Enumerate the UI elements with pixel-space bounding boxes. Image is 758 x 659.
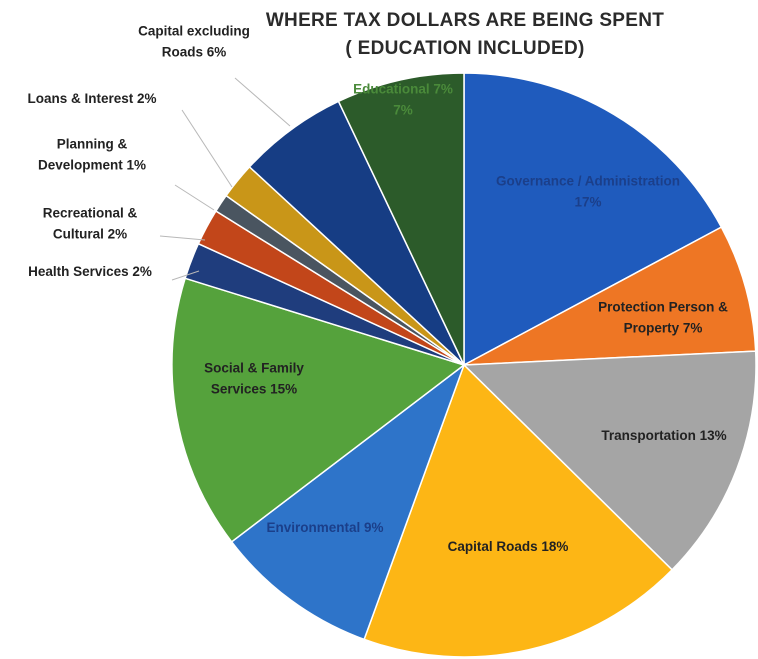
chart-subtitle: ( EDUCATION INCLUDED) bbox=[345, 38, 585, 59]
slice-label-6: Social & Family Services 15% bbox=[204, 361, 304, 397]
leader-line-9 bbox=[174, 184, 215, 211]
slice-label-1: Governance / Administration 17% bbox=[496, 174, 680, 210]
slice-label-10: Loans & Interest 2% bbox=[27, 91, 156, 106]
pie-slice-12 bbox=[337, 72, 465, 366]
leader-line-11 bbox=[234, 77, 291, 127]
slice-label-2: Protection Person & Property 7% bbox=[598, 300, 728, 336]
slice-label-7: Health Services 2% bbox=[28, 264, 152, 279]
pie-slice-3 bbox=[462, 350, 757, 571]
slice-label-11: Capital excluding Roads 6% bbox=[138, 24, 250, 60]
slice-label-4: Capital Roads 18% bbox=[448, 539, 569, 554]
leader-line-7 bbox=[171, 270, 200, 281]
pie-slice-4 bbox=[363, 363, 674, 658]
slice-label-9: Planning & Development 1% bbox=[38, 137, 146, 173]
pie-slice-1 bbox=[463, 72, 723, 367]
leader-line-10 bbox=[181, 109, 233, 188]
slice-label-12: Educational 7% 7% bbox=[353, 82, 453, 118]
pie-slice-6 bbox=[171, 277, 466, 543]
slice-label-3: Transportation 13% bbox=[601, 428, 726, 443]
slice-label-5: Environmental 9% bbox=[266, 520, 383, 535]
leader-line-8 bbox=[159, 235, 206, 241]
slice-label-8: Recreational & Cultural 2% bbox=[43, 206, 138, 242]
pie-slice-5 bbox=[230, 362, 466, 641]
chart-title: WHERE TAX DOLLARS ARE BEING SPENT bbox=[265, 10, 665, 31]
pie-slice-2 bbox=[463, 226, 757, 366]
